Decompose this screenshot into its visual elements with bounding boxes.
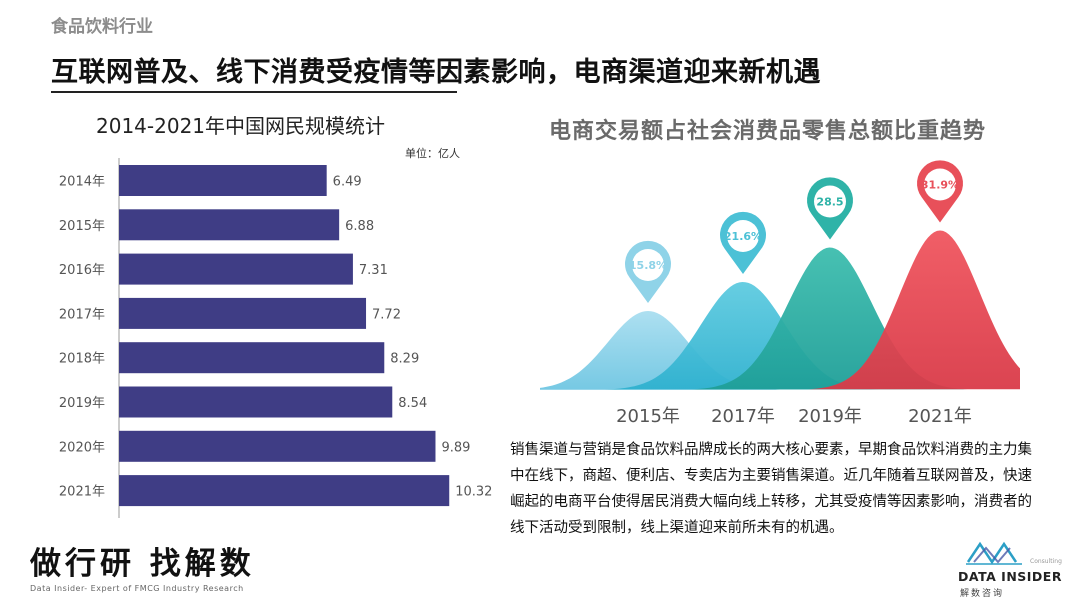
brand-subline: Data Insider- Expert of FMCG Industry Re… [30,584,244,593]
pin-value-label: 28.5 [816,196,843,209]
logo-consulting: Consulting [1030,558,1062,565]
logo-name: DATA INSIDER [958,569,1062,584]
bar-chart-unit: 单位：亿人 [405,147,460,160]
bar-value-label: 7.31 [359,263,388,278]
bell-year-label: 2021年 [908,406,972,427]
bar-value-label: 6.88 [345,219,374,234]
bell-year-label: 2017年 [711,406,775,427]
bar-2021年 [119,475,450,507]
bar-value-label: 9.89 [441,440,470,455]
title-divider [51,91,457,93]
bar-category-label: 2021年 [59,485,105,500]
pin-marker-inner [632,249,664,281]
bar-2015年 [119,209,340,241]
logo-cn-name: 解数咨询 [960,589,1005,599]
bell-chart-title: 电商交易额占社会消费品零售总额比重趋势 [549,119,987,144]
bell-area-2015年 [540,311,780,390]
bar-category-label: 2016年 [59,263,105,278]
bar-value-label: 8.29 [390,352,419,367]
bar-2016年 [119,253,353,285]
description-text: 销售渠道与营销是食品饮料品牌成长的两大核心要素，早期食品饮料消费的主力集中在线下… [510,442,1032,536]
pin-value-label: 21.6% [724,230,762,243]
bar-category-label: 2020年 [59,440,105,455]
bell-area-2021年 [808,230,1020,390]
bar-value-label: 10.32 [455,485,492,500]
brand-slogan: 做行研 找解数 [30,546,255,582]
bar-chart-title: 2014-2021年中国网民规模统计 [96,114,386,138]
bar-category-label: 2017年 [59,307,105,322]
bar-value-label: 7.72 [372,307,401,322]
bar-2017年 [119,297,367,329]
pin-marker-inner [727,220,759,252]
pin-marker-inner [924,168,956,201]
bar-value-label: 8.54 [398,396,427,411]
bar-chart: 2014年 6.49 2015年 6.88 2016年 7.31 2017年 7.72 2018… [59,158,492,518]
bell-year-label: 2019年 [798,406,862,427]
bell-chart-series: 15.8% 2015年 21.6% 2017年 28.5 2019年 31.9% 2021年 [540,160,1020,427]
category-tag: 食品饮料行业 [51,17,153,37]
bar-2018年 [119,342,385,374]
pin-value-label: 31.9% [921,179,959,192]
bar-2019年 [119,386,393,418]
bar-2014年 [119,165,327,196]
page-title: 互联网普及、线下消费受疫情等因素影响，电商渠道迎来新机遇 [51,57,821,88]
pin-value-label: 15.8% [629,259,667,272]
bar-category-label: 2019年 [59,396,105,411]
bell-year-label: 2015年 [616,406,680,427]
logo-mark-icon [966,541,1022,565]
bell-chart: 15.8% 2015年 21.6% 2017年 28.5 2019年 31.9% 2021年 [540,160,1020,427]
bar-category-label: 2014年 [59,175,105,190]
bar-category-label: 2018年 [59,352,105,367]
bar-2020年 [119,430,436,462]
bar-chart-bars: 2014年 6.49 2015年 6.88 2016年 7.31 2017年 7.72 2018… [59,165,492,507]
bar-category-label: 2015年 [59,219,105,234]
company-logo: Consulting DATA INSIDER 解数咨询 [958,540,1068,602]
pin-marker-inner [814,185,846,218]
bar-value-label: 6.49 [333,175,362,190]
